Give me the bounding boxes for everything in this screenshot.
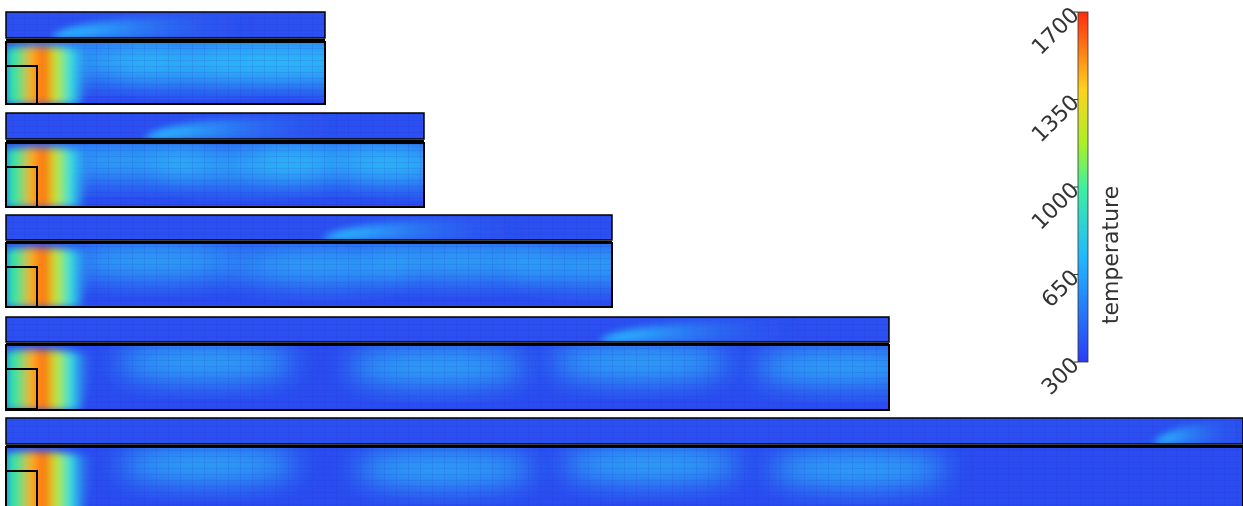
mesh bbox=[6, 447, 1243, 506]
burner bbox=[6, 470, 38, 506]
mesh bbox=[6, 243, 612, 307]
bottom-border bbox=[5, 344, 890, 411]
top-border bbox=[5, 112, 425, 140]
simulation-panel bbox=[5, 417, 1243, 506]
colorbar-tick-label: 1350 bbox=[1027, 90, 1084, 147]
bottom-border bbox=[5, 142, 425, 208]
flame bbox=[6, 46, 96, 104]
hot-wedge bbox=[322, 218, 522, 240]
colorbar-label: temperature bbox=[1099, 186, 1124, 324]
colorbar-tick-label: 650 bbox=[1037, 265, 1084, 312]
panels bbox=[5, 11, 1243, 506]
bottom-border bbox=[5, 41, 326, 105]
field bbox=[6, 143, 424, 207]
hot-wedge bbox=[599, 320, 799, 342]
top-border bbox=[5, 417, 1243, 445]
flame bbox=[6, 247, 96, 307]
bottom-border bbox=[5, 242, 613, 308]
top-border bbox=[5, 214, 613, 241]
simulation-panel bbox=[5, 316, 890, 411]
flame bbox=[6, 349, 96, 410]
field bbox=[6, 243, 612, 307]
hot-wedge bbox=[51, 15, 251, 38]
simulation-panel bbox=[5, 11, 326, 105]
colorbar: temperature 300 650 1000 1350 1700 bbox=[1027, 3, 1124, 400]
mesh bbox=[6, 418, 1243, 444]
burner bbox=[6, 166, 38, 207]
burner bbox=[6, 65, 38, 104]
mesh bbox=[6, 345, 889, 410]
colorbar-tick-label: 1000 bbox=[1027, 178, 1084, 235]
colorbar-gradient bbox=[1077, 11, 1089, 363]
hot-wedge bbox=[1153, 421, 1243, 444]
simulation-panel bbox=[5, 112, 425, 208]
flame bbox=[6, 451, 96, 506]
field bbox=[6, 345, 889, 410]
burner bbox=[6, 266, 38, 307]
colorbar-tick-label: 1700 bbox=[1027, 3, 1084, 60]
flame bbox=[6, 147, 96, 207]
top-border bbox=[5, 316, 890, 343]
top-border bbox=[5, 11, 326, 39]
bottom-border bbox=[5, 446, 1243, 506]
simulation-panel bbox=[5, 214, 613, 308]
colorbar-tick-label: 300 bbox=[1037, 353, 1084, 400]
field bbox=[6, 42, 325, 104]
field bbox=[6, 447, 1243, 506]
hot-wedge bbox=[144, 116, 344, 139]
